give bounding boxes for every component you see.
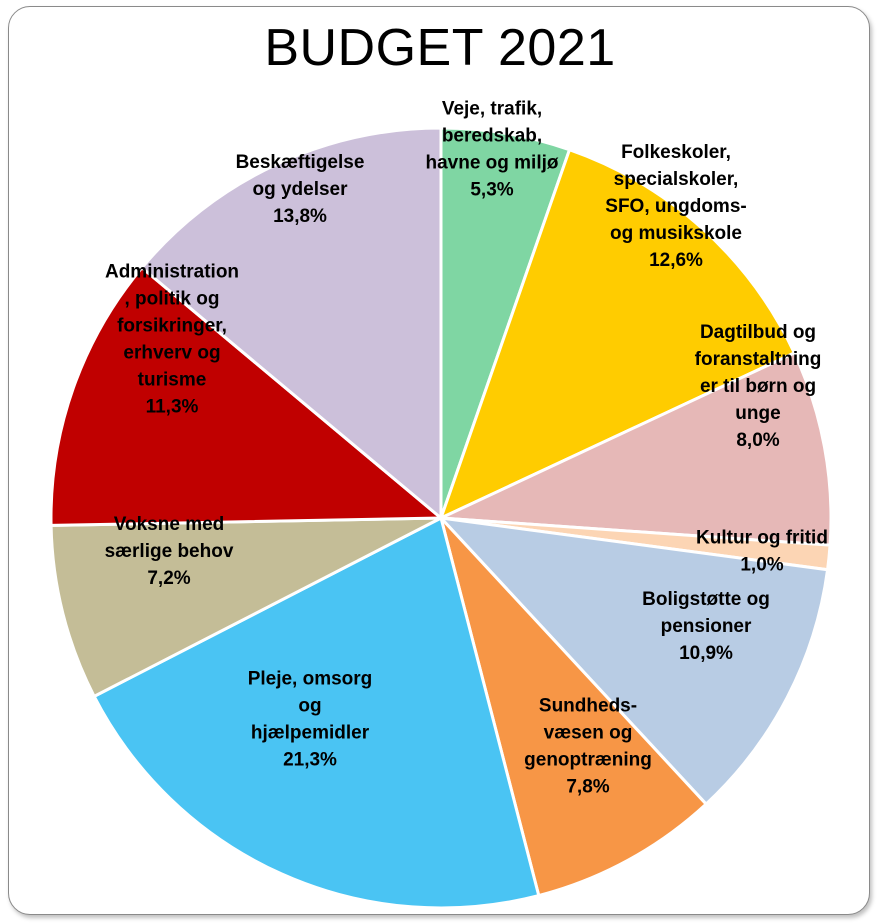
pie-slice [435,350,833,547]
slice-label-line: , politik og [125,289,220,310]
slice-label-line: Voksne med [114,514,225,535]
slice-label-line: 1,0% [740,555,783,576]
pie-slice [92,515,541,910]
slice-label: Boligstøtte og pensioner 10,9% [642,589,770,664]
slice-label-line: SFO, ungdoms- [605,196,746,217]
pie-slice [437,515,830,807]
slice-label-line: Beskæftigelse [236,152,365,173]
slice-label-line: specialskoler, [614,169,739,190]
slice-label-line: havne og miljø [425,153,558,174]
slice-label-line: 7,8% [566,777,609,798]
slice-label-line: Boligstøtte og [642,589,770,610]
slice-label-line: særlige behov [105,541,234,562]
slice-label-line: Administration [105,262,239,283]
slice-label-line: beredskab, [442,126,542,147]
slice-label-line: Veje, trafik, [442,99,542,120]
slice-label-line: 7,2% [147,568,190,589]
slice-label-line: foranstaltning [695,349,822,370]
slice-label: Veje, trafik, beredskab, havne og miljø 5,3… [425,99,558,201]
slice-label-line: 12,6% [649,250,703,271]
slice-label-line: erhverv og [123,343,220,364]
slice-label: Folkeskoler, specialskoler, SFO, ungdoms-o… [605,142,746,271]
slice-label-line: hjælpemidler [251,723,370,744]
slice-label-line: Folkeskoler, [621,142,731,163]
slice-label: Voksne med særlige behov 7,2% [105,514,234,589]
slice-label: Sundheds-væsen og genoptræning 7,8% [524,696,652,798]
slice-label-line: og musikskole [610,223,742,244]
pie-slice [49,516,442,699]
slice-label: Pleje, omsorg og hjælpemidler 21,3% [248,669,373,771]
slice-label-line: væsen og [544,723,633,744]
slice-label-line: 13,8% [273,206,327,227]
slice-label-line: Sundheds- [539,696,637,717]
slice-label-line: 21,3% [283,750,337,771]
slice-label-line: forsikringer, [117,316,227,337]
slice-label-line: 10,9% [679,643,733,664]
slice-label-line: pensioner [661,616,752,637]
slice-label: Administration , politik og forsikringer, e… [105,262,239,418]
slice-label-line: Pleje, omsorg [248,669,373,690]
slice-label-line: og [298,696,321,717]
pie-slice [139,126,443,522]
slice-label: Dagtilbud og foranstaltning er til børn og… [695,322,822,451]
slice-label-line: 5,3% [470,180,513,201]
slice-label-line: Dagtilbud og [700,322,816,343]
pie-slice [438,147,797,521]
slice-label: Beskæftigelse og ydelser 13,8% [236,152,365,227]
slice-label-line: 11,3% [146,397,199,418]
slice-label-line: Kultur og fritid [696,528,828,549]
slice-label-line: 8,0% [736,430,779,451]
pie-slice [49,265,446,527]
slice-label-line: unge [735,403,780,424]
slice-label-line: genoptræning [524,750,652,771]
slice-label-line: og ydelser [252,179,348,200]
chart-title: BUDGET 2021 [264,19,616,77]
pie-slice [439,516,709,898]
slice-label: Kultur og fritid 1,0% [696,528,828,576]
slice-label-line: er til børn og [700,376,816,397]
slice-label-line: turisme [138,370,207,391]
